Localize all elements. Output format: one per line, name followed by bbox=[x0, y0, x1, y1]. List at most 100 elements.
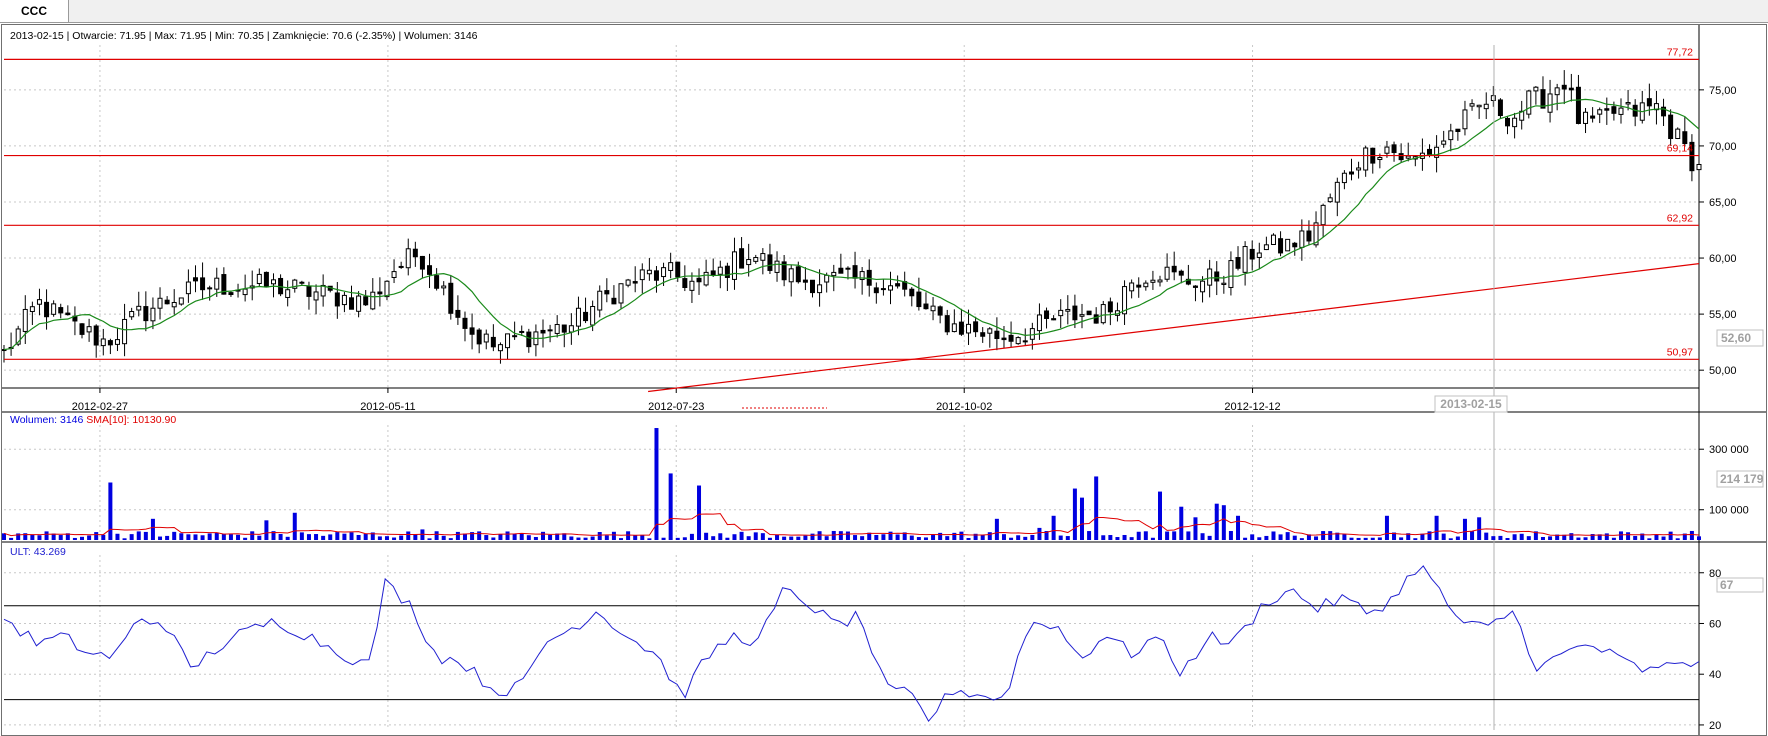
candle-body bbox=[44, 301, 50, 318]
candle-body bbox=[1001, 337, 1007, 341]
candle-body bbox=[731, 251, 737, 280]
volume-bar bbox=[413, 534, 418, 540]
volume-bar bbox=[1009, 537, 1014, 540]
ult-cursor-box bbox=[1716, 577, 1764, 593]
candle-body bbox=[1299, 230, 1305, 248]
volume-bar bbox=[689, 533, 694, 540]
chart-canvas[interactable]: 2013-02-15 | Otwarcie: 71.95 | Max: 71.9… bbox=[2, 25, 1766, 735]
candle-body bbox=[448, 282, 454, 314]
volume-bar bbox=[200, 535, 205, 540]
volume-bar bbox=[895, 534, 900, 540]
volume-bar bbox=[916, 537, 921, 540]
candle-body bbox=[1462, 109, 1468, 130]
ult-y-tick-label: 60 bbox=[1709, 618, 1721, 630]
volume-bar bbox=[58, 535, 63, 540]
candle-body bbox=[512, 335, 518, 338]
volume-bar bbox=[540, 531, 545, 540]
volume-bar bbox=[1356, 537, 1361, 540]
volume-bar bbox=[1044, 531, 1049, 540]
candle-body bbox=[1157, 279, 1163, 283]
volume-bar bbox=[1682, 533, 1687, 540]
price-y-tick-label: 55,00 bbox=[1709, 309, 1737, 321]
tab-ccc[interactable]: CCC bbox=[0, 0, 69, 22]
volume-bar bbox=[94, 532, 99, 540]
candle-body bbox=[668, 262, 674, 271]
volume-bar bbox=[881, 534, 886, 540]
volume-bar bbox=[775, 534, 780, 540]
volume-bar bbox=[214, 532, 219, 540]
volume-bar bbox=[1470, 531, 1475, 540]
candle-body bbox=[100, 338, 106, 347]
volume-bar bbox=[1264, 535, 1269, 540]
volume-bar bbox=[1228, 531, 1233, 540]
candle-body bbox=[1618, 107, 1624, 115]
volume-bar bbox=[654, 428, 659, 540]
candle-body bbox=[86, 326, 92, 333]
volume-bar bbox=[1661, 536, 1666, 540]
candle-body bbox=[980, 332, 986, 337]
ult-line bbox=[3, 565, 1700, 723]
volume-bar bbox=[1193, 517, 1198, 540]
candle-body bbox=[370, 291, 376, 310]
x-tick-label: 2012-05-11 bbox=[360, 401, 415, 413]
candle-body bbox=[377, 291, 383, 295]
volume-bar bbox=[1058, 535, 1063, 540]
volume-bar bbox=[342, 533, 347, 540]
volume-bar bbox=[548, 534, 553, 540]
level-label: 77,72 bbox=[1667, 46, 1693, 58]
candle-body bbox=[29, 306, 35, 313]
candle-body bbox=[1228, 260, 1234, 288]
candle-body bbox=[675, 261, 681, 278]
volume-bar bbox=[760, 533, 765, 540]
trendline bbox=[648, 263, 1700, 393]
candle-body bbox=[1427, 148, 1433, 155]
candle-body bbox=[178, 297, 184, 305]
volume-bar bbox=[1328, 531, 1333, 540]
volume-bar bbox=[243, 537, 248, 540]
volume-panel bbox=[2, 428, 1701, 540]
candle-body bbox=[1583, 111, 1589, 124]
volume-bar bbox=[1243, 537, 1248, 540]
candle-body bbox=[313, 291, 319, 301]
volume-bar bbox=[725, 537, 730, 540]
candle-body bbox=[1221, 282, 1227, 285]
candle-body bbox=[760, 253, 766, 261]
volume-bar bbox=[1590, 534, 1595, 540]
candle-body bbox=[143, 306, 149, 322]
volume-bar bbox=[30, 534, 35, 540]
candle-body bbox=[51, 303, 57, 315]
volume-bar bbox=[1065, 536, 1070, 540]
x-tick-label: 2012-07-23 bbox=[648, 401, 704, 413]
volume-bar bbox=[746, 536, 751, 540]
volume-bar bbox=[250, 531, 255, 540]
candle-body bbox=[1568, 87, 1574, 91]
candle-body bbox=[923, 303, 929, 310]
volume-bar bbox=[753, 532, 758, 540]
volume-bar bbox=[44, 531, 49, 540]
candle-body bbox=[661, 267, 667, 278]
candle-body bbox=[320, 284, 326, 297]
volume-bar bbox=[739, 531, 744, 540]
candle-body bbox=[1554, 87, 1560, 96]
volume-bar bbox=[1427, 531, 1432, 540]
volume-bar bbox=[1299, 538, 1304, 540]
candle-body bbox=[1441, 140, 1447, 145]
candle-body bbox=[1405, 155, 1411, 159]
candle-body bbox=[1122, 286, 1128, 315]
volume-bar bbox=[505, 531, 510, 540]
volume-bar bbox=[1491, 536, 1496, 540]
volume-bar bbox=[1172, 531, 1177, 540]
candle-body bbox=[1334, 181, 1340, 203]
candle-body bbox=[1320, 204, 1326, 226]
volume-bar bbox=[427, 538, 432, 540]
candle-body bbox=[349, 297, 355, 310]
candle-body bbox=[1263, 244, 1269, 251]
candle-body bbox=[434, 275, 440, 289]
volume-bar bbox=[1406, 533, 1411, 540]
volume-bar bbox=[782, 536, 787, 540]
candle-body bbox=[1065, 308, 1071, 312]
volume-bar bbox=[1250, 534, 1255, 540]
candle-body bbox=[1448, 130, 1454, 141]
volume-bar bbox=[824, 536, 829, 540]
candle-body bbox=[476, 329, 482, 345]
